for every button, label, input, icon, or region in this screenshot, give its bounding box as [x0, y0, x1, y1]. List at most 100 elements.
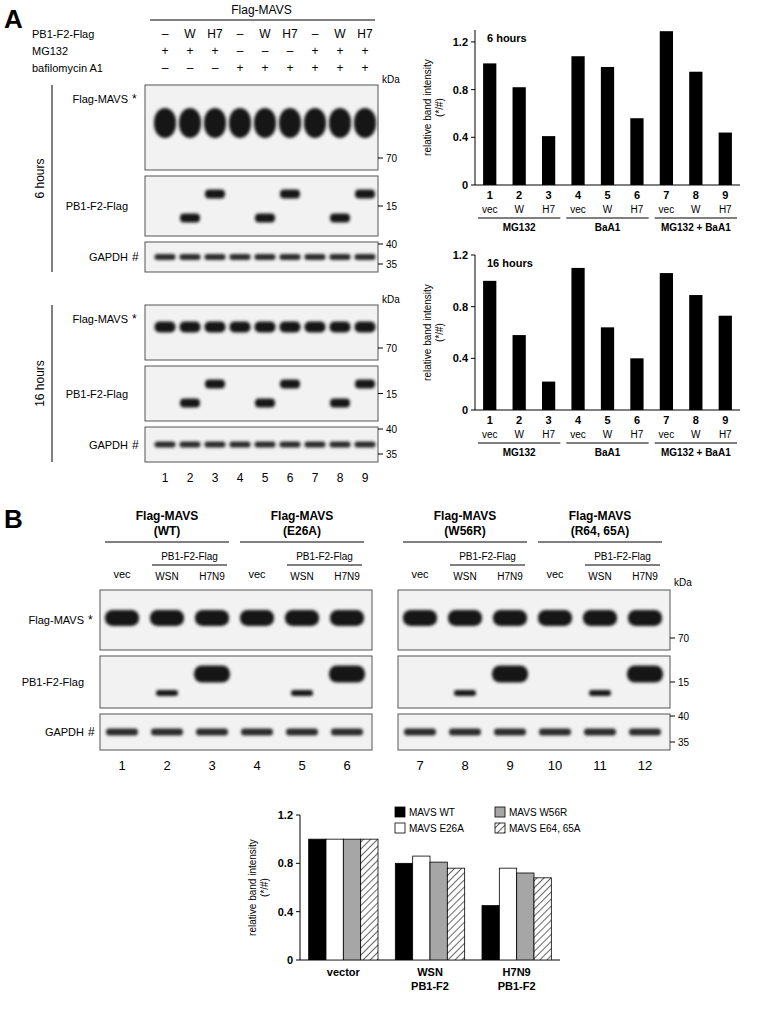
lane-sign: +: [261, 61, 268, 75]
lane-number: 2: [187, 471, 194, 485]
bar: [571, 56, 584, 185]
band: [254, 108, 276, 138]
band: [205, 254, 226, 260]
blot-frame: [100, 590, 372, 650]
y-label: relative band intensity: [422, 59, 433, 156]
y-tick: [471, 137, 475, 138]
blot-label: PB1-F2-Flag: [66, 200, 128, 212]
band: [180, 399, 200, 408]
blot-frame: [145, 427, 378, 462]
y-tick: [471, 358, 475, 359]
bar: [571, 268, 584, 410]
lane-sign: –: [262, 44, 269, 58]
blot-symbol: *: [132, 312, 137, 326]
chart-title: 6 hours: [487, 32, 527, 44]
lane-number: 6: [287, 471, 294, 485]
lane-sign: H7: [282, 27, 298, 41]
lane-sign: +: [286, 61, 293, 75]
bar: [689, 72, 702, 185]
lane-sign: +: [361, 44, 368, 58]
lane-number: 12: [638, 758, 652, 773]
blot-symbol: #: [132, 250, 139, 264]
legend-label: MAVS E64, 65A: [509, 823, 581, 834]
y-label: relative band intensity: [422, 284, 433, 381]
x-sublabel: vec: [482, 429, 498, 440]
x-tick-label: 7: [663, 414, 669, 426]
band: [329, 108, 351, 138]
group-rule: [655, 443, 737, 444]
lane-rule: [450, 565, 525, 566]
band: [180, 254, 201, 260]
x-sublabel: W: [691, 429, 701, 440]
lane-sign: W: [259, 27, 271, 41]
band: [330, 442, 351, 448]
lane-label: WSN: [155, 571, 178, 582]
blot-symbol: #: [88, 725, 95, 739]
band: [255, 399, 275, 408]
band: [403, 610, 437, 626]
band: [205, 442, 226, 448]
bar: [630, 358, 643, 410]
lane-sign: +: [311, 61, 318, 75]
lane-number: 3: [208, 758, 215, 773]
y-tick: [471, 185, 475, 186]
kda-unit: kDa: [382, 74, 400, 85]
group-rule: [478, 218, 560, 219]
band: [180, 442, 201, 448]
lane-label: vec: [411, 568, 429, 580]
band: [286, 729, 318, 736]
band: [331, 729, 363, 736]
band: [280, 322, 301, 333]
band: [291, 690, 313, 696]
x-tick-label: 4: [575, 189, 582, 201]
x-sublabel: vec: [659, 204, 675, 215]
lane-number: 1: [162, 471, 169, 485]
group-label: BaA1: [595, 447, 621, 458]
lane-label: vec: [546, 568, 564, 580]
bar: [309, 839, 326, 960]
lane-header: PB1-F2-Flag: [296, 551, 353, 562]
x-tick-label: 6: [634, 414, 640, 426]
y-tick: [296, 815, 300, 816]
x-sublabel: vec: [659, 429, 675, 440]
panel-label: B: [4, 504, 23, 534]
band: [629, 729, 661, 736]
blot-label: PB1-F2-Flag: [66, 388, 128, 400]
section-bracket: [52, 85, 53, 272]
band: [305, 254, 326, 260]
lane-sign: H7: [207, 27, 223, 41]
lane-number: 9: [362, 471, 369, 485]
lane-label: vec: [113, 568, 131, 580]
x-tick-label: 2: [516, 189, 522, 201]
lane-number: 8: [461, 758, 468, 773]
bar: [430, 862, 447, 960]
lane-number: 5: [262, 471, 269, 485]
y-label-sub: (*/#): [434, 323, 445, 342]
group-variant: (E26A): [283, 524, 321, 538]
band: [304, 108, 326, 138]
kda-marker: 40: [678, 711, 690, 722]
band: [330, 254, 351, 260]
band: [280, 190, 300, 199]
band: [180, 322, 201, 333]
bar: [534, 878, 551, 960]
lane-sign: W: [334, 27, 346, 41]
group-variant: (R64, 65A): [571, 524, 630, 538]
kda-marker: 40: [386, 239, 398, 250]
lane-number: 4: [237, 471, 244, 485]
bar: [601, 327, 614, 410]
x-tick-label: 7: [663, 189, 669, 201]
x-sublabel: H7: [631, 429, 644, 440]
kda-marker: 40: [386, 424, 398, 435]
bar: [395, 863, 412, 960]
kda-marker: 35: [386, 259, 398, 270]
marker-tick: [670, 742, 675, 743]
kda-marker: 15: [386, 389, 398, 400]
blot-label: Flag-MAVS: [73, 93, 128, 105]
band: [230, 442, 251, 448]
legend-label: MAVS W56R: [509, 807, 567, 818]
band: [493, 610, 527, 626]
group-rule: [403, 542, 527, 543]
lane-sign: +: [336, 44, 343, 58]
blot-frame: [145, 85, 378, 170]
